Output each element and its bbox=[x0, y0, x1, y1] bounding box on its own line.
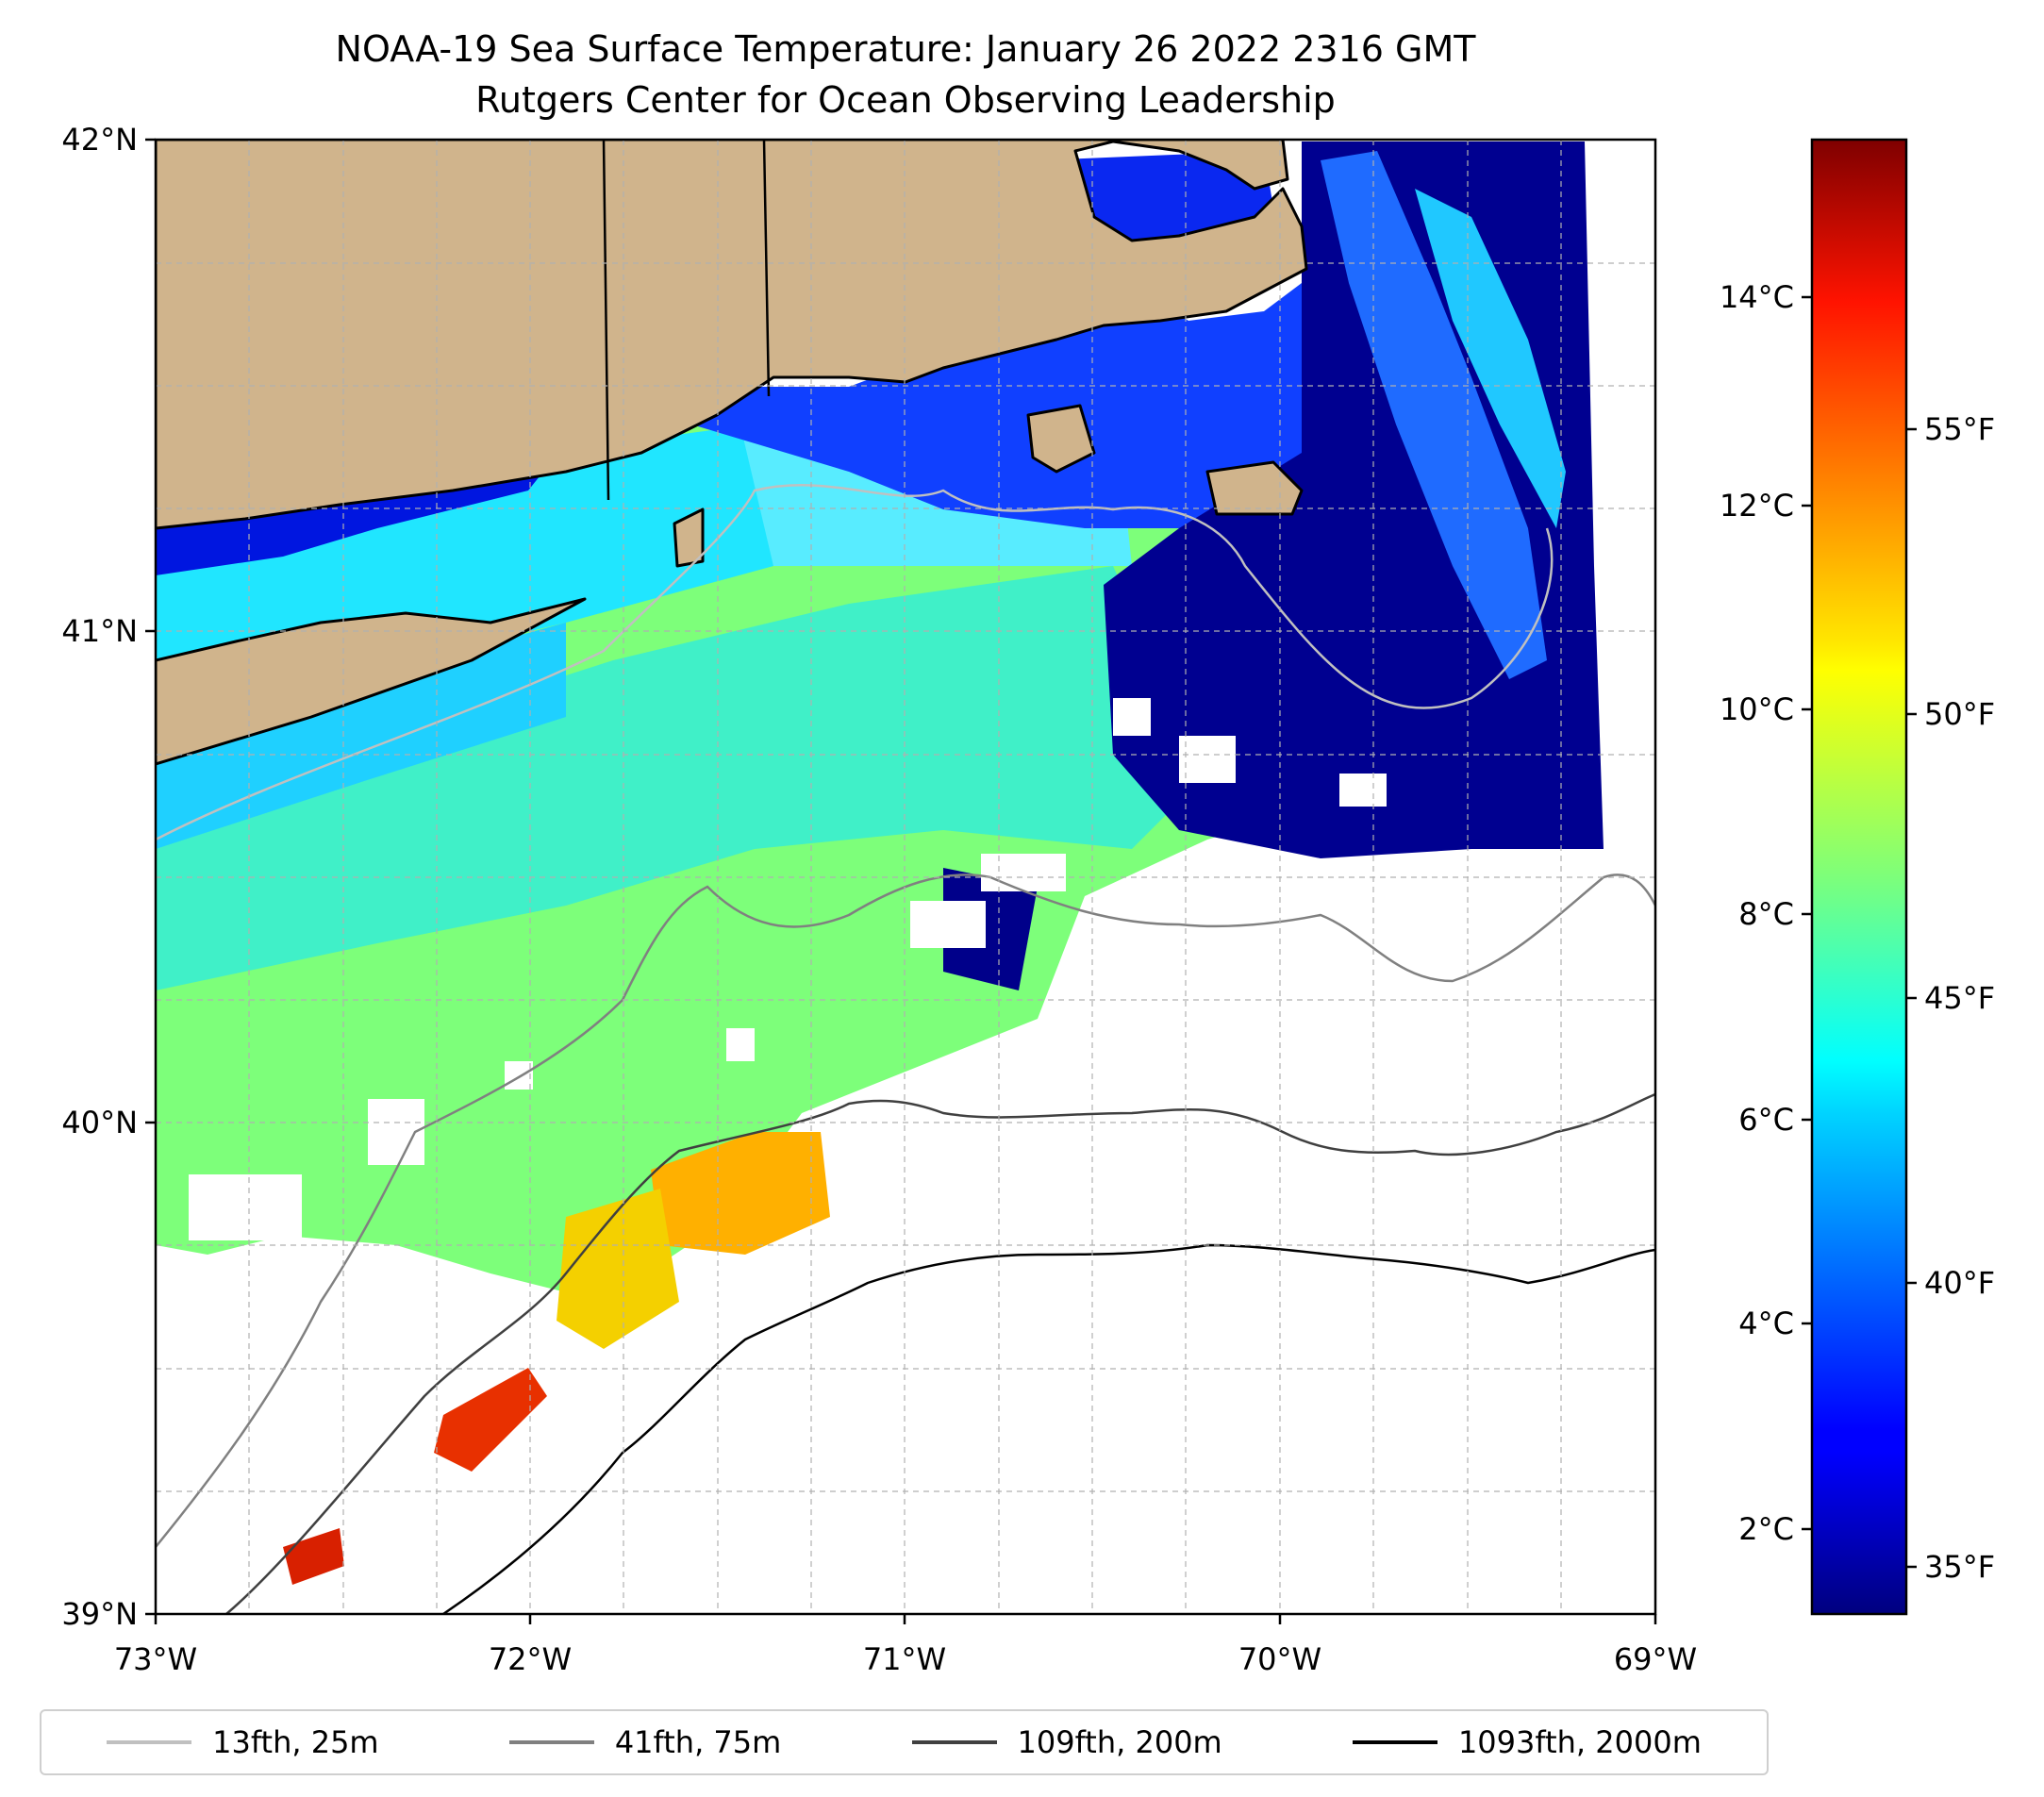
map-subtitle: Rutgers Center for Ocean Observing Leade… bbox=[475, 79, 1336, 121]
colorbar-ticks bbox=[1802, 295, 1917, 1569]
colorbar-celsius-label: 8°C bbox=[1738, 896, 1794, 932]
legend-item-75m: 41fth, 75m bbox=[508, 1724, 782, 1760]
legend-line-swatch bbox=[107, 1740, 192, 1744]
isobath-2000m bbox=[442, 1243, 1655, 1614]
colorbar-fahrenheit-label: 45°F bbox=[1924, 980, 1995, 1016]
colorbar-fahrenheit-label: 40°F bbox=[1924, 1265, 1995, 1301]
colorbar bbox=[1810, 138, 1908, 1616]
legend-line-swatch bbox=[911, 1740, 997, 1744]
map-area bbox=[156, 140, 1655, 1614]
colorbar-celsius-label: 2°C bbox=[1738, 1511, 1794, 1547]
legend-item-25m: 13fth, 25m bbox=[107, 1724, 379, 1760]
colorbar-celsius-label: 12°C bbox=[1720, 488, 1794, 524]
colorbar-celsius-label: 4°C bbox=[1738, 1306, 1794, 1341]
sst-field bbox=[156, 141, 1604, 1585]
lat-tick-label: 39°N bbox=[61, 1596, 138, 1632]
colorbar-fahrenheit-label: 35°F bbox=[1924, 1549, 1995, 1585]
colorbar-fahrenheit-label: 50°F bbox=[1924, 696, 1995, 732]
lon-tick-label: 69°W bbox=[1614, 1641, 1697, 1677]
legend-label: 13fth, 25m bbox=[212, 1724, 379, 1760]
legend-line-swatch bbox=[508, 1740, 594, 1744]
isobath-75m bbox=[156, 874, 1655, 1548]
lon-tick-label: 73°W bbox=[114, 1641, 197, 1677]
lon-tick-label: 72°W bbox=[489, 1641, 572, 1677]
legend-item-200m: 109fth, 200m bbox=[911, 1724, 1222, 1760]
colorbar-celsius-label: 14°C bbox=[1720, 279, 1794, 315]
state-borders bbox=[602, 140, 771, 501]
colorbar-celsius-label: 6°C bbox=[1738, 1102, 1794, 1138]
land bbox=[156, 140, 1308, 766]
gridlines bbox=[156, 140, 1655, 1614]
legend-label: 109fth, 200m bbox=[1017, 1724, 1222, 1760]
lon-tick-label: 70°W bbox=[1238, 1641, 1321, 1677]
legend-label: 1093fth, 2000m bbox=[1457, 1724, 1702, 1760]
legend-line-swatch bbox=[1352, 1740, 1437, 1744]
lat-tick-label: 42°N bbox=[61, 122, 138, 158]
colorbar-celsius-label: 10°C bbox=[1720, 691, 1794, 727]
isobath-25m bbox=[156, 483, 1554, 841]
map-title: NOAA-19 Sea Surface Temperature: January… bbox=[335, 28, 1476, 70]
lat-tick-label: 41°N bbox=[61, 613, 138, 649]
isobath-legend: 13fth, 25m 41fth, 75m 109fth, 200m 1093f… bbox=[40, 1709, 1769, 1775]
lat-tick-label: 40°N bbox=[61, 1105, 138, 1140]
lon-tick-label: 71°W bbox=[863, 1641, 946, 1677]
isobath-200m bbox=[225, 1092, 1655, 1614]
legend-label: 41fth, 75m bbox=[614, 1724, 782, 1760]
colorbar-fahrenheit-label: 55°F bbox=[1924, 411, 1995, 447]
axis-ticks bbox=[145, 138, 1657, 1624]
legend-item-2000m: 1093fth, 2000m bbox=[1352, 1724, 1702, 1760]
